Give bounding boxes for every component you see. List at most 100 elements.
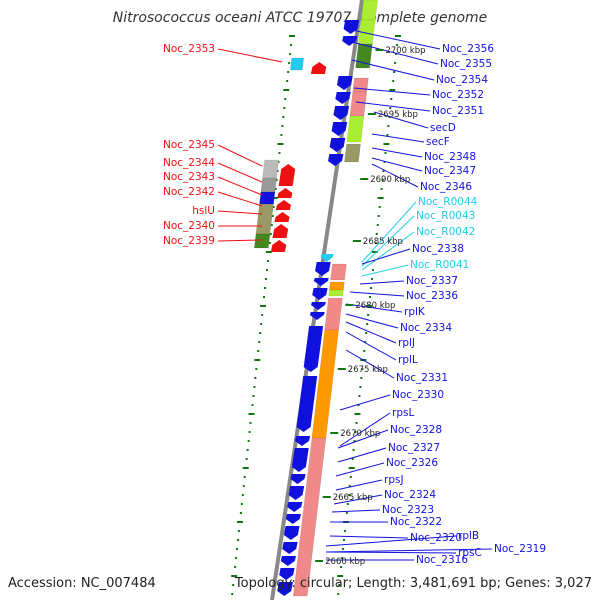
leader-line [361, 201, 417, 263]
gene-label-right: Noc_2338 [412, 243, 464, 255]
inner-tick-mark [346, 503, 349, 505]
forward-gene-arrow [333, 106, 350, 120]
leader-line [339, 412, 391, 447]
leader-line [355, 101, 431, 112]
leader-line [345, 303, 403, 313]
inner-tick-mark [369, 296, 372, 298]
inner-tick-mark [361, 368, 364, 370]
gene-label-right: Noc_2337 [406, 275, 458, 287]
inner-tick-mark [389, 107, 392, 109]
inner-tick-mark [392, 80, 395, 82]
cog-color-block [352, 77, 369, 93]
outer-tick-mark [289, 53, 292, 55]
outer-tick-mark [289, 35, 295, 37]
cog-color-block [349, 91, 368, 117]
reverse-gene-arrow [274, 212, 290, 222]
gene-label-right: Noc_2351 [432, 105, 484, 117]
outer-tick-mark [264, 278, 267, 280]
outer-tick-mark [280, 134, 283, 136]
gene-label-right: Noc_R0044 [418, 196, 478, 208]
gene-label-right: Noc_2347 [424, 165, 476, 177]
kbp-label: 2685 kbp [363, 237, 403, 247]
inner-tick-mark [366, 323, 369, 325]
cog-color-block [324, 297, 343, 331]
inner-tick-mark [343, 530, 346, 532]
inner-tick-mark [357, 404, 360, 406]
outer-tick-mark [240, 503, 243, 505]
outer-tick-mark [260, 305, 267, 307]
outer-tick-mark [275, 179, 278, 181]
outer-tick-mark [274, 188, 277, 190]
leader-line [337, 447, 387, 463]
cog-color-block [346, 115, 365, 143]
gene-label-right: rpsC [458, 547, 482, 559]
gene-label-right: Noc_R0042 [416, 226, 475, 238]
inner-tick-mark [378, 206, 381, 208]
outer-tick-mark [248, 431, 251, 433]
leader-line [351, 59, 435, 81]
reverse-gene-arrow [278, 164, 296, 186]
outer-tick-mark [252, 395, 255, 397]
gene-label-right: Noc_2331 [396, 372, 448, 384]
leader-line [371, 163, 419, 188]
gene-label-right: Noc_2322 [390, 516, 442, 528]
leader-line [361, 248, 411, 265]
outer-tick-mark [257, 350, 260, 352]
kbp-label: 2680 kbp [355, 301, 395, 311]
outer-tick-mark [241, 494, 244, 496]
outer-tick-mark [248, 413, 255, 415]
outer-tick-mark [255, 368, 258, 370]
inner-tick-mark [349, 476, 352, 478]
kbp-label: 2670 kbp [340, 429, 380, 439]
cog-color-block [328, 289, 344, 297]
leader-line [371, 133, 425, 143]
outer-tick-mark [237, 530, 240, 532]
forward-gene-arrow [282, 542, 298, 554]
inner-tick-mark [348, 467, 355, 469]
forward-gene-arrow [287, 502, 303, 512]
gene-label-right: rplJ [398, 337, 415, 349]
gene-label-right: Noc_R0041 [410, 259, 469, 271]
inner-tick-mark [383, 161, 386, 163]
outer-tick-mark [251, 404, 254, 406]
outer-tick-mark [231, 593, 234, 595]
leader-line [361, 231, 415, 271]
gene-label-right: Noc_2334 [400, 322, 452, 334]
gene-label-right: Noc_2316 [416, 554, 468, 566]
inner-tick-mark [341, 557, 344, 559]
inner-tick-mark [365, 332, 368, 334]
forward-gene-arrow [291, 448, 309, 472]
outer-tick-mark [259, 332, 262, 334]
outer-tick-mark [283, 89, 290, 91]
outer-tick-mark [268, 242, 271, 244]
inner-tick-mark [343, 539, 345, 541]
outer-tick-mark [260, 323, 263, 325]
reverse-gene-arrow [270, 240, 287, 252]
gene-label-right: Noc_R0043 [416, 210, 475, 222]
gene-label-right: Noc_2336 [406, 290, 458, 302]
outer-tick-mark [254, 377, 257, 379]
leader-line [361, 264, 409, 277]
outer-tick-mark [236, 521, 243, 523]
inner-tick-mark [375, 233, 378, 235]
outer-tick-mark [284, 98, 287, 100]
leader-line [329, 535, 409, 539]
inner-tick-mark [355, 422, 358, 424]
inner-tick-mark [351, 458, 354, 460]
kbp-layer: 2700 kbp 2695 kbp 2690 kbp 2685 kbp 2680 kbp… [315, 46, 426, 567]
outer-tick-mark [266, 260, 269, 262]
forward-gene-arrow [331, 122, 348, 136]
kbp-label: 2700 kbp [385, 46, 425, 56]
outer-tick-mark [249, 422, 252, 424]
outer-tick-mark [287, 71, 290, 73]
gene-label-left: Noc_2353 [163, 43, 215, 55]
outer-tick-mark [290, 44, 293, 46]
outer-tick-mark [232, 584, 235, 586]
outer-tick-mark [243, 476, 246, 478]
leader-line [217, 210, 263, 215]
gene-label-right: Noc_2355 [440, 58, 492, 70]
inner-tick-mark [376, 224, 379, 226]
forward-gene-arrow [313, 278, 329, 286]
